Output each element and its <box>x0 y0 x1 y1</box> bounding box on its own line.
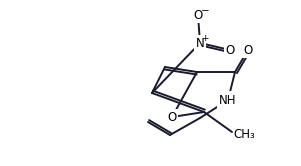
Text: +: + <box>201 34 209 42</box>
Text: N: N <box>196 37 204 49</box>
Text: CH₃: CH₃ <box>233 127 255 140</box>
Text: O: O <box>225 43 234 56</box>
Text: O: O <box>167 111 177 124</box>
Text: −: − <box>201 6 209 16</box>
Text: O: O <box>244 43 253 56</box>
Text: NH: NH <box>219 93 237 107</box>
Text: O: O <box>193 8 203 22</box>
